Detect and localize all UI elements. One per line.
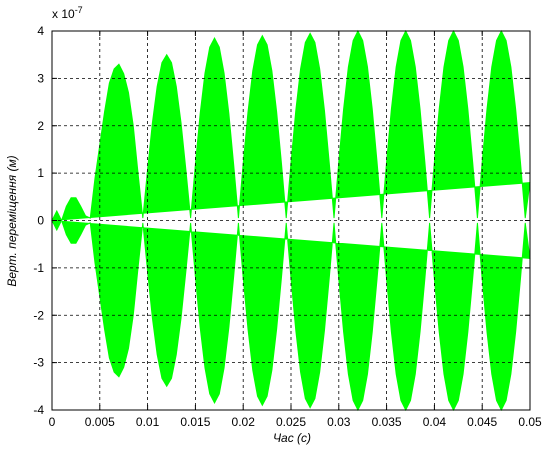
- y-tick-label: 3: [37, 71, 44, 85]
- y-multiplier: x 10-7: [52, 5, 83, 21]
- x-axis-label: Час (с): [273, 431, 311, 445]
- envelope-lower: [51, 219, 531, 412]
- envelope-upper: [51, 29, 531, 222]
- x-tick-label: 0.005: [85, 415, 115, 429]
- y-tick-label: 1: [37, 166, 44, 180]
- multiplier-base: x 10: [52, 7, 75, 21]
- x-tick-label: 0.05: [518, 415, 542, 429]
- y-tick-label: -2: [33, 308, 44, 322]
- y-tick-label: -1: [33, 261, 44, 275]
- y-tick-label: 2: [37, 119, 44, 133]
- x-tick-label: 0.04: [423, 415, 447, 429]
- y-tick-label: 0: [37, 214, 44, 228]
- multiplier-exponent: -7: [75, 5, 83, 15]
- x-tick-label: 0.015: [180, 415, 210, 429]
- y-tick-label: -4: [33, 403, 44, 417]
- y-tick-label: -3: [33, 356, 44, 370]
- plot-frame: [51, 30, 531, 411]
- x-tick-label: 0.03: [327, 415, 351, 429]
- y-tick-label: 4: [37, 24, 44, 38]
- x-tick-label: 0: [49, 415, 56, 429]
- x-tick-label: 0.035: [372, 415, 402, 429]
- x-tick-label: 0.045: [467, 415, 497, 429]
- x-tick-label: 0.025: [276, 415, 306, 429]
- y-axis-label: Верт. переміщення (м): [5, 155, 19, 286]
- x-tick-label: 0.02: [232, 415, 256, 429]
- x-tick-label: 0.01: [136, 415, 160, 429]
